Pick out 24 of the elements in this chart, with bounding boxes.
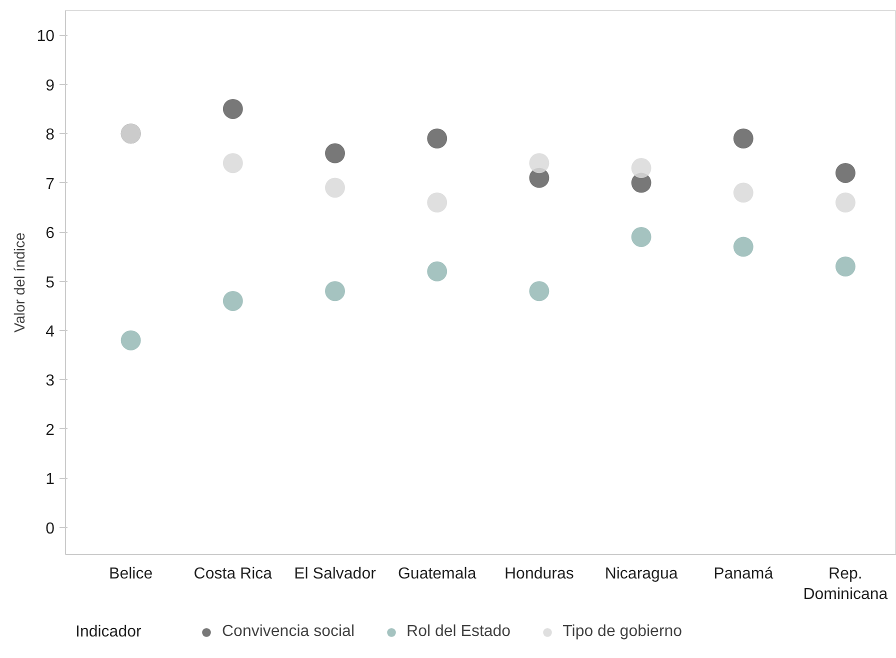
- x-tick-label: Belice: [109, 566, 153, 582]
- y-tick-label: 2: [46, 422, 55, 439]
- y-tick-label: 1: [46, 471, 55, 488]
- x-tick-label: Nicaragua: [604, 566, 678, 582]
- x-tick-label: Guatemala: [398, 566, 476, 582]
- y-tick-label: 10: [36, 28, 55, 46]
- y-tick-label: 0: [46, 520, 55, 538]
- y-tick-label: 9: [46, 77, 55, 94]
- y-tick-label: 7: [46, 176, 55, 193]
- y-tick-label: 6: [46, 225, 55, 242]
- legend-label: Rol del Estado: [406, 623, 511, 641]
- y-tick-label: 4: [46, 324, 55, 340]
- x-tick-label: Honduras: [504, 566, 574, 582]
- x-tick-label: El Salvador: [294, 566, 377, 582]
- x-tick-label: Rep. Dominicana: [803, 566, 888, 603]
- y-axis-title: Valor del índice: [12, 232, 29, 332]
- x-tick-label: Panamá: [714, 566, 774, 582]
- x-tick-label: Costa Rica: [194, 566, 272, 582]
- legend-label: Convivencia social: [222, 623, 355, 641]
- legend-title: Indicador: [76, 624, 142, 640]
- y-tick-label: 3: [46, 372, 55, 390]
- y-tick-label: 5: [46, 274, 55, 292]
- y-tick-label: 8: [46, 126, 55, 144]
- legend-label: Tipo de gobierno: [562, 623, 682, 641]
